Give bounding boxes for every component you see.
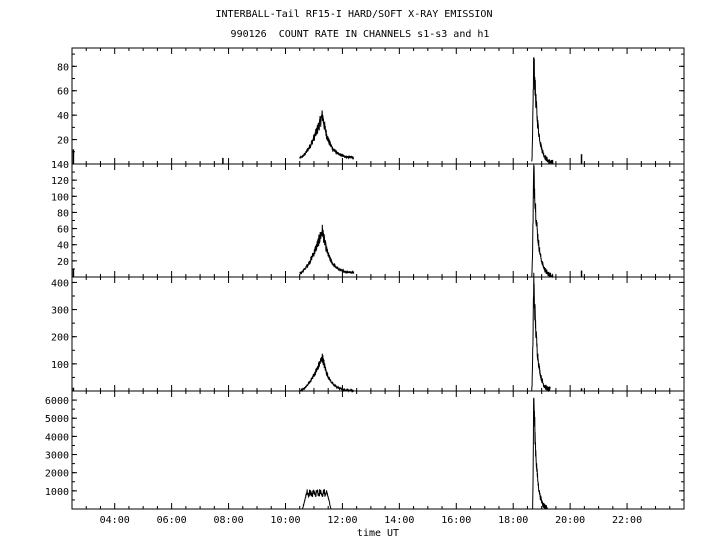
y-tick-label: 60 xyxy=(57,87,69,98)
panel-4-event-2-trace xyxy=(532,397,548,510)
y-tick-label: 20 xyxy=(57,136,69,147)
panel-3-event-2-trace xyxy=(531,272,551,393)
y-tick-label: 200 xyxy=(51,333,69,344)
x-tick-label: 14:00 xyxy=(384,515,414,526)
x-tick-label: 20:00 xyxy=(555,515,585,526)
panel-2-event-1-trace xyxy=(299,224,355,275)
y-tick-label: 100 xyxy=(51,360,69,371)
y-tick-label: 120 xyxy=(51,176,69,187)
panel-4-event-1-trace xyxy=(302,489,332,509)
y-tick-label: 140 xyxy=(51,160,69,171)
panel-4-frame xyxy=(71,390,685,510)
chart-title: INTERBALL-Tail RF15-I HARD/SOFT X-RAY EM… xyxy=(215,9,493,20)
x-tick-label: 16:00 xyxy=(441,515,471,526)
y-tick-label: 5000 xyxy=(45,414,69,425)
y-tick-label: 40 xyxy=(57,111,69,122)
panel-3-frame xyxy=(71,276,685,392)
y-tick-label: 1000 xyxy=(45,487,69,498)
x-tick-label: 08:00 xyxy=(214,515,244,526)
chart-subtitle: 990126 COUNT RATE IN CHANNELS s1-s3 and … xyxy=(230,29,490,40)
y-tick-label: 2000 xyxy=(45,469,69,480)
x-tick-label: 22:00 xyxy=(612,515,642,526)
y-tick-label: 3000 xyxy=(45,451,69,462)
x-tick-label: 10:00 xyxy=(270,515,300,526)
y-tick-label: 400 xyxy=(51,278,69,289)
x-tick-label: 12:00 xyxy=(327,515,357,526)
y-tick-label: 80 xyxy=(57,208,69,219)
y-tick-label: 100 xyxy=(51,192,69,203)
y-tick-label: 60 xyxy=(57,225,69,236)
panel-3-event-1-trace xyxy=(299,353,355,393)
x-tick-label: 04:00 xyxy=(100,515,130,526)
y-tick-label: 40 xyxy=(57,241,69,252)
y-tick-label: 6000 xyxy=(45,396,69,407)
panel-1-frame xyxy=(71,47,685,165)
panel-2-frame xyxy=(71,163,685,278)
x-tick-label: 18:00 xyxy=(498,515,528,526)
y-tick-label: 4000 xyxy=(45,432,69,443)
panel-1-event-1-trace xyxy=(299,110,355,160)
x-axis-label: time UT xyxy=(357,528,399,539)
y-tick-label: 300 xyxy=(51,306,69,317)
panel-2-event-2-trace xyxy=(531,164,554,279)
panel-1-event-2-trace xyxy=(531,57,554,165)
x-tick-label: 06:00 xyxy=(157,515,187,526)
y-tick-label: 80 xyxy=(57,62,69,73)
y-tick-label: 20 xyxy=(57,257,69,268)
